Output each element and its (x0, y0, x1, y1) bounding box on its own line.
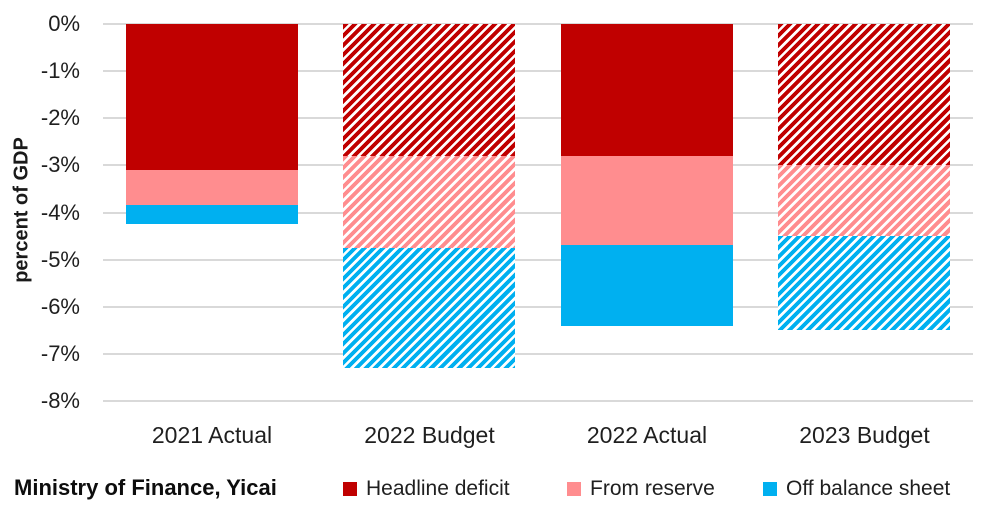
gridline (103, 400, 973, 402)
gridline (103, 117, 973, 120)
x-category-label: 2021 Actual (151, 422, 273, 448)
gridline (103, 352, 973, 355)
y-tick-label: -7% (40, 340, 80, 366)
legend-item-from-reserve: From reserve (567, 477, 715, 501)
y-tick-label: -3% (40, 152, 80, 178)
bar-segment-from-reserve (125, 170, 298, 206)
bar-2022-budget (343, 24, 516, 368)
bar-segment-from-reserve (560, 155, 733, 246)
gridline (103, 164, 973, 167)
gridline (103, 70, 973, 73)
x-category-label: 2023 Budget (799, 422, 930, 448)
bar-segment-headline-deficit (125, 24, 298, 171)
legend-swatch-from-reserve (567, 482, 581, 496)
bar-2021-actual (125, 24, 298, 225)
y-tick-label: -8% (40, 388, 80, 413)
y-tick-label: 0% (48, 11, 80, 36)
bar-segment-off-balance-sheet (125, 205, 298, 225)
x-category-label: 2022 Actual (586, 422, 708, 448)
legend-item-off-balance-sheet: Off balance sheet (763, 477, 950, 501)
legend-swatch-off-balance-sheet (763, 482, 777, 496)
legend-label-off-balance-sheet: Off balance sheet (786, 477, 951, 500)
gridline (103, 211, 973, 214)
y-tick-label: -1% (40, 58, 80, 84)
y-tick-label: -6% (40, 293, 80, 319)
plot-area (103, 23, 973, 402)
legend-label-from-reserve: From reserve (590, 477, 715, 500)
bar-2023-budget (778, 24, 951, 331)
gridline (103, 305, 973, 308)
bar-segment-headline-deficit (560, 24, 733, 156)
bar-segment-headline-deficit (778, 24, 951, 166)
y-tick-label: -2% (40, 105, 80, 131)
bar-segment-from-reserve (778, 165, 951, 237)
bar-2022-actual (560, 24, 733, 326)
bar-segment-off-balance-sheet (343, 247, 516, 368)
x-category-label: 2022 Budget (364, 422, 495, 448)
gridline (103, 258, 973, 261)
gridline (103, 23, 973, 25)
legend-label-headline-deficit: Headline deficit (366, 477, 510, 500)
bar-segment-headline-deficit (343, 24, 516, 156)
bar-segment-off-balance-sheet (560, 245, 733, 326)
legend-item-headline-deficit: Headline deficit (343, 477, 510, 501)
bar-segment-from-reserve (343, 155, 516, 248)
bar-segment-off-balance-sheet (778, 236, 951, 331)
legend-swatch-headline-deficit (343, 482, 357, 496)
y-tick-label: -5% (40, 246, 80, 272)
source-text: Ministry of Finance, Yicai (14, 475, 277, 500)
y-tick-label: -4% (40, 199, 80, 225)
